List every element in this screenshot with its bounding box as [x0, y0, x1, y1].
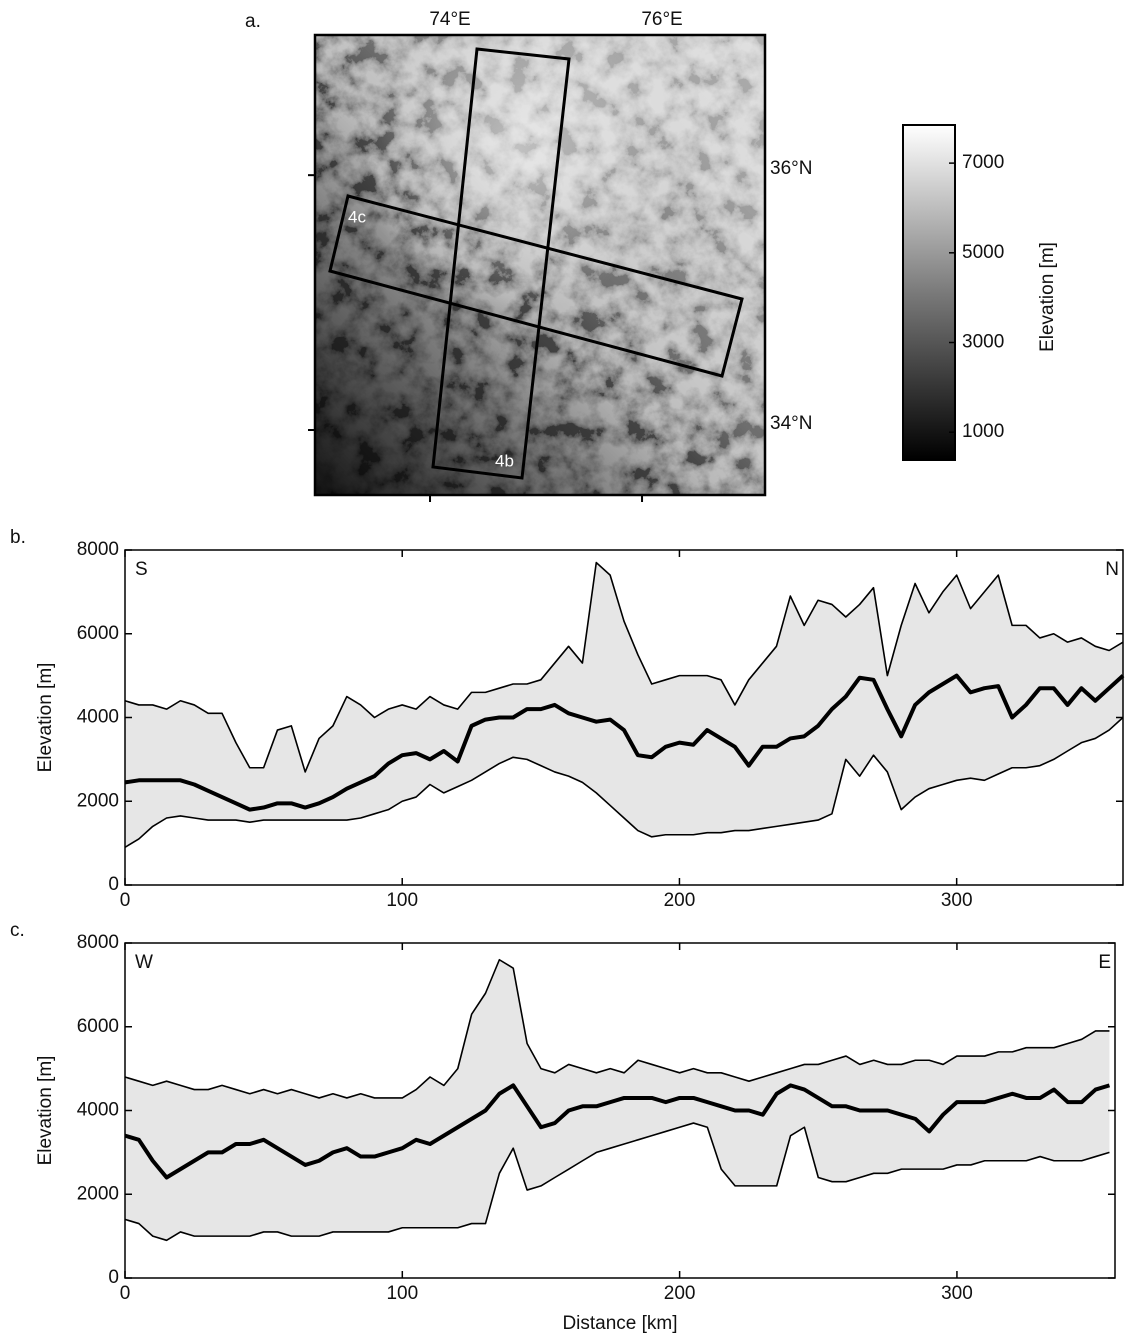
y-tick-label: 36°N [770, 158, 812, 179]
x-tick-label: 0 [120, 1283, 131, 1304]
colorbar [903, 125, 955, 460]
x-tick-label: 100 [386, 1283, 418, 1304]
y-tick-label: 6000 [77, 1016, 119, 1037]
swath-label: 4b [495, 451, 514, 470]
swath-label: 4c [348, 207, 366, 226]
y-tick-label: 6000 [77, 623, 119, 644]
colorbar-tick-label: 3000 [962, 332, 1004, 353]
x-tick-label: 76°E [641, 9, 682, 30]
x-tick-label: 200 [664, 1283, 696, 1304]
colorbar-tick-label: 7000 [962, 152, 1004, 173]
dem-texture [315, 35, 765, 495]
x-tick-label: 300 [941, 1283, 973, 1304]
y-tick-label: 0 [108, 1267, 119, 1288]
colorbar-label: Elevation [m] [1037, 242, 1058, 352]
y-axis-label: Elevation [m] [35, 663, 56, 773]
x-tick-label: 0 [120, 890, 131, 911]
y-tick-label: 4000 [77, 1100, 119, 1121]
panel-label: a. [245, 11, 261, 32]
y-tick-label: 8000 [77, 539, 119, 560]
elevation-map [315, 35, 765, 495]
panel-label: b. [10, 527, 26, 548]
corner-label: S [135, 559, 148, 580]
x-tick-label: 100 [386, 890, 418, 911]
y-axis-label: Elevation [m] [35, 1056, 56, 1166]
y-tick-label: 4000 [77, 707, 119, 728]
y-tick-label: 34°N [770, 413, 812, 434]
figure: 4c 4b a. Elevation [m] 74°E 76°E 34°N 36°N 1… [0, 0, 1125, 1336]
x-tick-label: 200 [664, 890, 696, 911]
y-tick-label: 2000 [77, 790, 119, 811]
y-tick-label: 0 [108, 874, 119, 895]
y-tick-label: 8000 [77, 932, 119, 953]
corner-label: W [135, 952, 153, 973]
colorbar-tick-label: 5000 [962, 242, 1004, 263]
x-axis-label: Distance [km] [562, 1313, 677, 1334]
y-tick-label: 2000 [77, 1183, 119, 1204]
panel-label: c. [10, 920, 25, 941]
colorbar-tick-label: 1000 [962, 421, 1004, 442]
x-tick-label: 74°E [429, 9, 470, 30]
corner-label: E [1098, 952, 1111, 973]
corner-label: N [1105, 559, 1119, 580]
x-tick-label: 300 [941, 890, 973, 911]
